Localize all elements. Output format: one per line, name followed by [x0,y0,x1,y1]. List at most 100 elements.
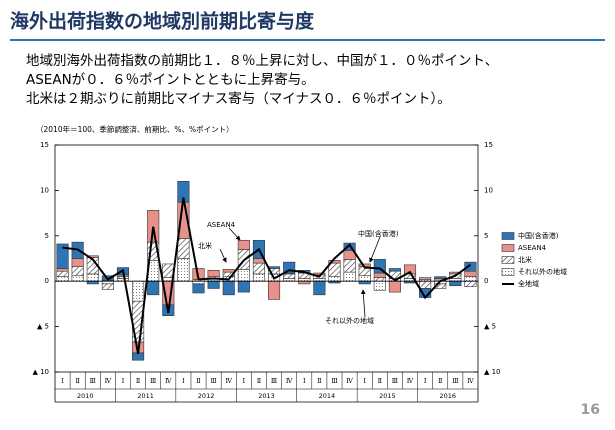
bar [116,278,130,282]
y-tick-label: 15 [40,141,49,149]
chart: 15 15 10 10 5 5 0 0 ▲ 5 ▲ 5 ▲ 10 ▲ 10 Ⅰ Ⅱ Ⅲ Ⅳ Ⅰ Ⅱ Ⅲ Ⅳ Ⅰ Ⅱ Ⅲ Ⅳ Ⅰ Ⅱ… [32,141,567,403]
x-tick-label: Ⅲ [452,377,458,385]
bar [132,280,145,302]
x-tick-label: Ⅳ [286,377,293,385]
bar [192,280,205,285]
bar [56,276,69,282]
bar [86,273,99,282]
bar [358,275,371,282]
bar [464,280,477,287]
y2-tick-label: ▲ 5 [484,323,496,331]
y-tick-label: ▲ 5 [37,323,49,331]
bar [298,280,311,285]
bar [56,243,69,269]
x-tick-label: Ⅳ [105,377,112,385]
year-label: 2014 [319,392,336,400]
x-tick-label: Ⅱ [317,377,322,385]
legend-label: ASEAN4 [518,244,547,252]
bar [373,272,386,278]
y2-tick-label: 5 [484,232,488,240]
bar [132,352,145,361]
annotation: ASEAN4 [207,221,236,229]
annotation-arrow [228,227,241,241]
legend-label: 北米 [518,255,532,264]
x-tick-label: Ⅱ [196,377,201,385]
bar [71,266,84,277]
bar [343,271,356,282]
y-tick-label: 0 [45,277,49,285]
plot-frame [54,144,479,373]
annotation-arrow [219,248,227,263]
x-tick-label: Ⅳ [467,377,474,385]
x-tick-label: Ⅳ [165,377,172,385]
bar [268,280,281,300]
x-tick-label: Ⅲ [90,377,96,385]
annotation-arrow [369,236,381,263]
bar [252,273,265,282]
bar [464,270,477,277]
year-label: 2010 [77,392,94,400]
bar [343,242,356,251]
year-label: 2016 [440,392,457,400]
bar [283,261,296,274]
bar [419,280,432,289]
bar [388,280,401,293]
bar [283,273,296,279]
bar [283,278,296,282]
bar [388,268,401,272]
x-tick-label: Ⅱ [75,377,80,385]
bar [207,270,220,277]
legend-swatch [501,268,515,276]
x-tick-label: Ⅲ [150,377,156,385]
bar [237,280,250,293]
bar [449,278,462,282]
year-label: 2015 [379,392,396,400]
bar [56,268,69,272]
x-tick-label: Ⅰ [122,377,125,385]
annotation-arrow [360,289,366,318]
bar [252,262,265,275]
x-tick-label: Ⅱ [257,377,262,385]
x-tick-label: Ⅰ [363,377,366,385]
bar [237,240,250,250]
year-label: 2012 [198,392,215,400]
y2-tick-label: 15 [484,141,493,149]
bar [313,280,326,296]
x-tick-label: Ⅳ [225,377,232,385]
x-tick-label: Ⅳ [346,377,353,385]
bar [101,283,114,290]
bar [328,276,341,282]
y-tick-label: ▲ 10 [32,368,49,376]
legend-swatch [501,256,515,264]
bar [419,277,432,280]
text-line: ASEANが０．６％ポイントとともに上昇寄与。 [26,71,315,88]
y-tick-label: 10 [40,186,49,194]
bar [434,276,447,279]
legend-swatch [501,244,515,252]
bar [373,280,386,291]
chart-note: （2010年＝100、季節調整済、前期比、%、%ポイント） [36,124,234,134]
bar [177,238,190,259]
legend-label: 中国(含香港) [518,231,559,240]
bar [147,210,160,243]
annotation: 中国(含香港) [358,229,399,238]
x-tick-label: Ⅱ [438,377,443,385]
bar [222,280,235,296]
bar [343,259,356,273]
x-tick-label: Ⅱ [378,377,383,385]
bar [222,269,235,273]
bar [237,269,250,282]
bar [71,258,84,267]
text-line: 地域別海外出荷指数の前期比１．８％上昇に対し、中国が１．０％ポイント、 [26,52,498,69]
bar [298,278,311,282]
bar [464,261,477,272]
bar [147,280,160,296]
y-tick-label: 5 [45,232,49,240]
bar [71,275,84,282]
x-tick-label: Ⅲ [331,377,337,385]
bar [177,258,190,282]
legend-swatch [501,232,515,240]
bar [449,280,462,287]
x-tick-label: Ⅳ [407,377,414,385]
